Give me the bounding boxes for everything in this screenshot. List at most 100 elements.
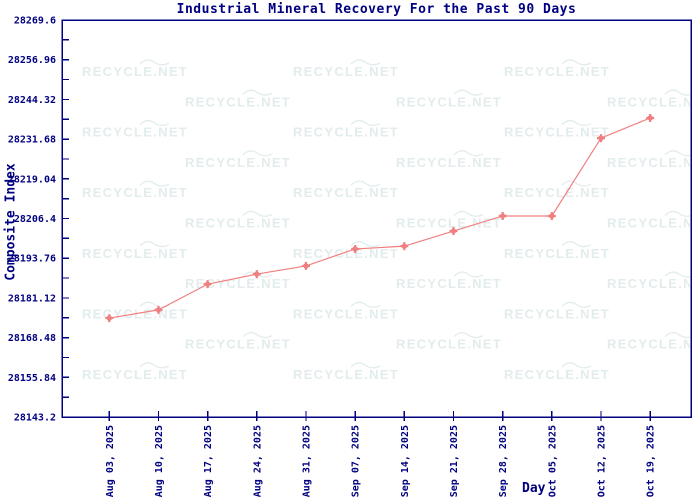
watermark-wave-icon [664,150,690,157]
data-point [401,243,408,249]
x-tick-label: Aug 17, 2025 [203,425,214,497]
watermark: RECYCLE.NET [607,337,700,352]
watermark: RECYCLE.NET [504,185,610,200]
watermark-wave-icon [664,331,690,339]
y-tick-label: 28256.96 [8,55,56,66]
x-tick-label: Oct 12, 2025 [597,425,608,497]
watermark: RECYCLE.NET [396,216,502,231]
watermark-wave-icon [664,89,690,96]
watermark: RECYCLE.NET [185,216,291,231]
data-point [499,213,506,219]
watermark-wave-icon [453,150,484,157]
watermark-wave-icon [350,362,381,369]
watermark-wave-icon [350,180,381,187]
y-tick-label: 28168.48 [8,333,56,344]
data-point [254,271,260,277]
watermark: RECYCLE.NET [185,276,291,291]
data-point [450,228,457,234]
watermark: RECYCLE.NET [293,64,399,79]
watermark: RECYCLE.NET [82,125,188,140]
watermark-wave-icon [561,180,592,187]
watermark: RECYCLE.NET [293,125,399,140]
watermark-wave-icon [242,150,273,157]
watermark-wave-icon [139,59,170,66]
watermark-wave-icon [242,89,273,96]
data-point [106,315,113,321]
watermark-wave-icon [350,241,381,248]
watermark: RECYCLE.NET [185,155,291,170]
data-point [352,246,358,252]
watermark-wave-icon [453,271,484,278]
watermark-wave-icon [561,301,592,308]
data-point [155,307,162,313]
x-tick-label: Aug 31, 2025 [301,425,312,497]
watermark-wave-icon [350,119,381,126]
watermark: RECYCLE.NET [82,64,188,79]
watermark: RECYCLE.NET [185,94,291,109]
data-point [598,135,604,141]
plot-frame [61,19,692,418]
watermark-wave-icon [664,210,690,217]
series-line [109,117,651,319]
watermark: RECYCLE.NET [607,94,700,109]
watermark: RECYCLE.NET [82,246,188,261]
data-point [549,213,555,219]
watermark: RECYCLE.NET [504,306,610,321]
y-tick-label: 28244.32 [8,95,56,106]
x-tick-label: Sep 07, 2025 [351,425,362,497]
y-tick-label: 28231.68 [8,135,56,146]
data-point [204,281,211,287]
watermark: RECYCLE.NET [607,276,700,291]
x-tick-label: Aug 03, 2025 [105,425,116,497]
watermark: RECYCLE.NET [82,367,188,382]
watermark-wave-icon [561,59,592,66]
watermark: RECYCLE.NET [504,367,610,382]
watermark-wave-icon [453,331,484,339]
x-tick-label: Oct 19, 2025 [646,425,657,497]
watermark: RECYCLE.NET [396,155,502,170]
watermark-wave-icon [561,241,592,248]
watermark: RECYCLE.NET [504,125,610,140]
data-point [303,263,309,269]
y-tick-label: 28269.6 [14,16,56,27]
watermark-wave-icon [139,119,170,126]
watermark-wave-icon [350,301,381,308]
x-tick-label: Aug 24, 2025 [252,425,263,497]
watermark: RECYCLE.NET [607,216,700,231]
watermark-wave-icon [139,180,170,187]
y-tick-label: 28143.2 [14,413,56,424]
watermark: RECYCLE.NET [504,64,610,79]
watermark-wave-icon [453,210,484,217]
watermark: RECYCLE.NET [185,337,291,352]
watermark-wave-icon [139,362,170,369]
watermark: RECYCLE.NET [504,246,610,261]
chart-title: Industrial Mineral Recovery For the Past… [176,2,577,17]
watermark: RECYCLE.NET [293,306,399,321]
x-tick-label: Oct 05, 2025 [547,425,558,497]
watermark-wave-icon [453,89,484,96]
data-point [647,115,653,121]
x-tick-label: Sep 28, 2025 [498,425,509,497]
watermark: RECYCLE.NET [293,246,399,261]
watermark-wave-icon [139,241,170,248]
watermark-wave-icon [561,362,592,369]
watermark-wave-icon [664,271,690,278]
y-tick-label: 28219.04 [8,174,56,185]
watermark: RECYCLE.NET [82,185,188,200]
watermark-wave-icon [242,210,273,217]
y-tick-label: 28193.76 [8,254,56,265]
y-axis-title: Composite Index [3,163,19,281]
y-tick-label: 28181.12 [8,293,56,304]
watermark: RECYCLE.NET [396,276,502,291]
x-tick-label: Sep 21, 2025 [449,425,460,497]
x-tick-label: Aug 10, 2025 [154,425,165,497]
watermark: RECYCLE.NET [293,367,399,382]
watermark-layer: RECYCLE.NET RECYCLE.NET RECYCLE.NETRECYCLE… [82,59,700,382]
x-tick-label: Sep 14, 2025 [400,425,411,497]
watermark-wave-icon [350,59,381,66]
y-tick-label: 28155.84 [8,373,56,384]
watermark: RECYCLE.NET [293,185,399,200]
watermark-wave-icon [242,331,273,339]
